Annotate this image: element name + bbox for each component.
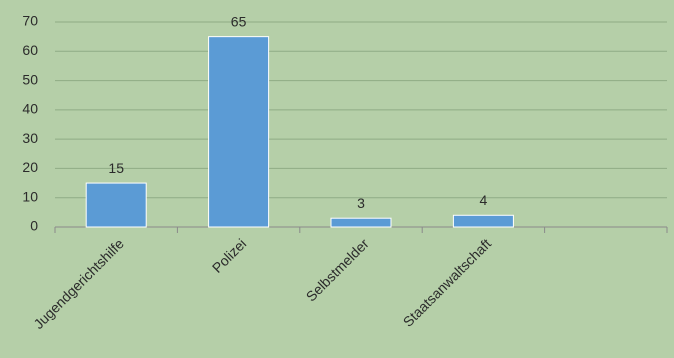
data-label: 4 [480, 192, 488, 208]
y-tick-label: 50 [22, 71, 38, 87]
y-tick-label: 10 [22, 188, 38, 204]
data-label: 65 [231, 13, 247, 29]
bar [452, 214, 514, 228]
data-label: 3 [357, 195, 365, 211]
y-tick-label: 60 [22, 42, 38, 58]
y-tick-label: 20 [22, 159, 38, 175]
bar [330, 217, 392, 228]
y-tick-label: 70 [22, 13, 38, 29]
y-tick-label: 30 [22, 130, 38, 146]
y-tick-label: 40 [22, 101, 38, 117]
bar [208, 36, 270, 228]
y-tick-label: 0 [30, 218, 38, 234]
data-label: 15 [108, 160, 124, 176]
bar [85, 182, 147, 228]
